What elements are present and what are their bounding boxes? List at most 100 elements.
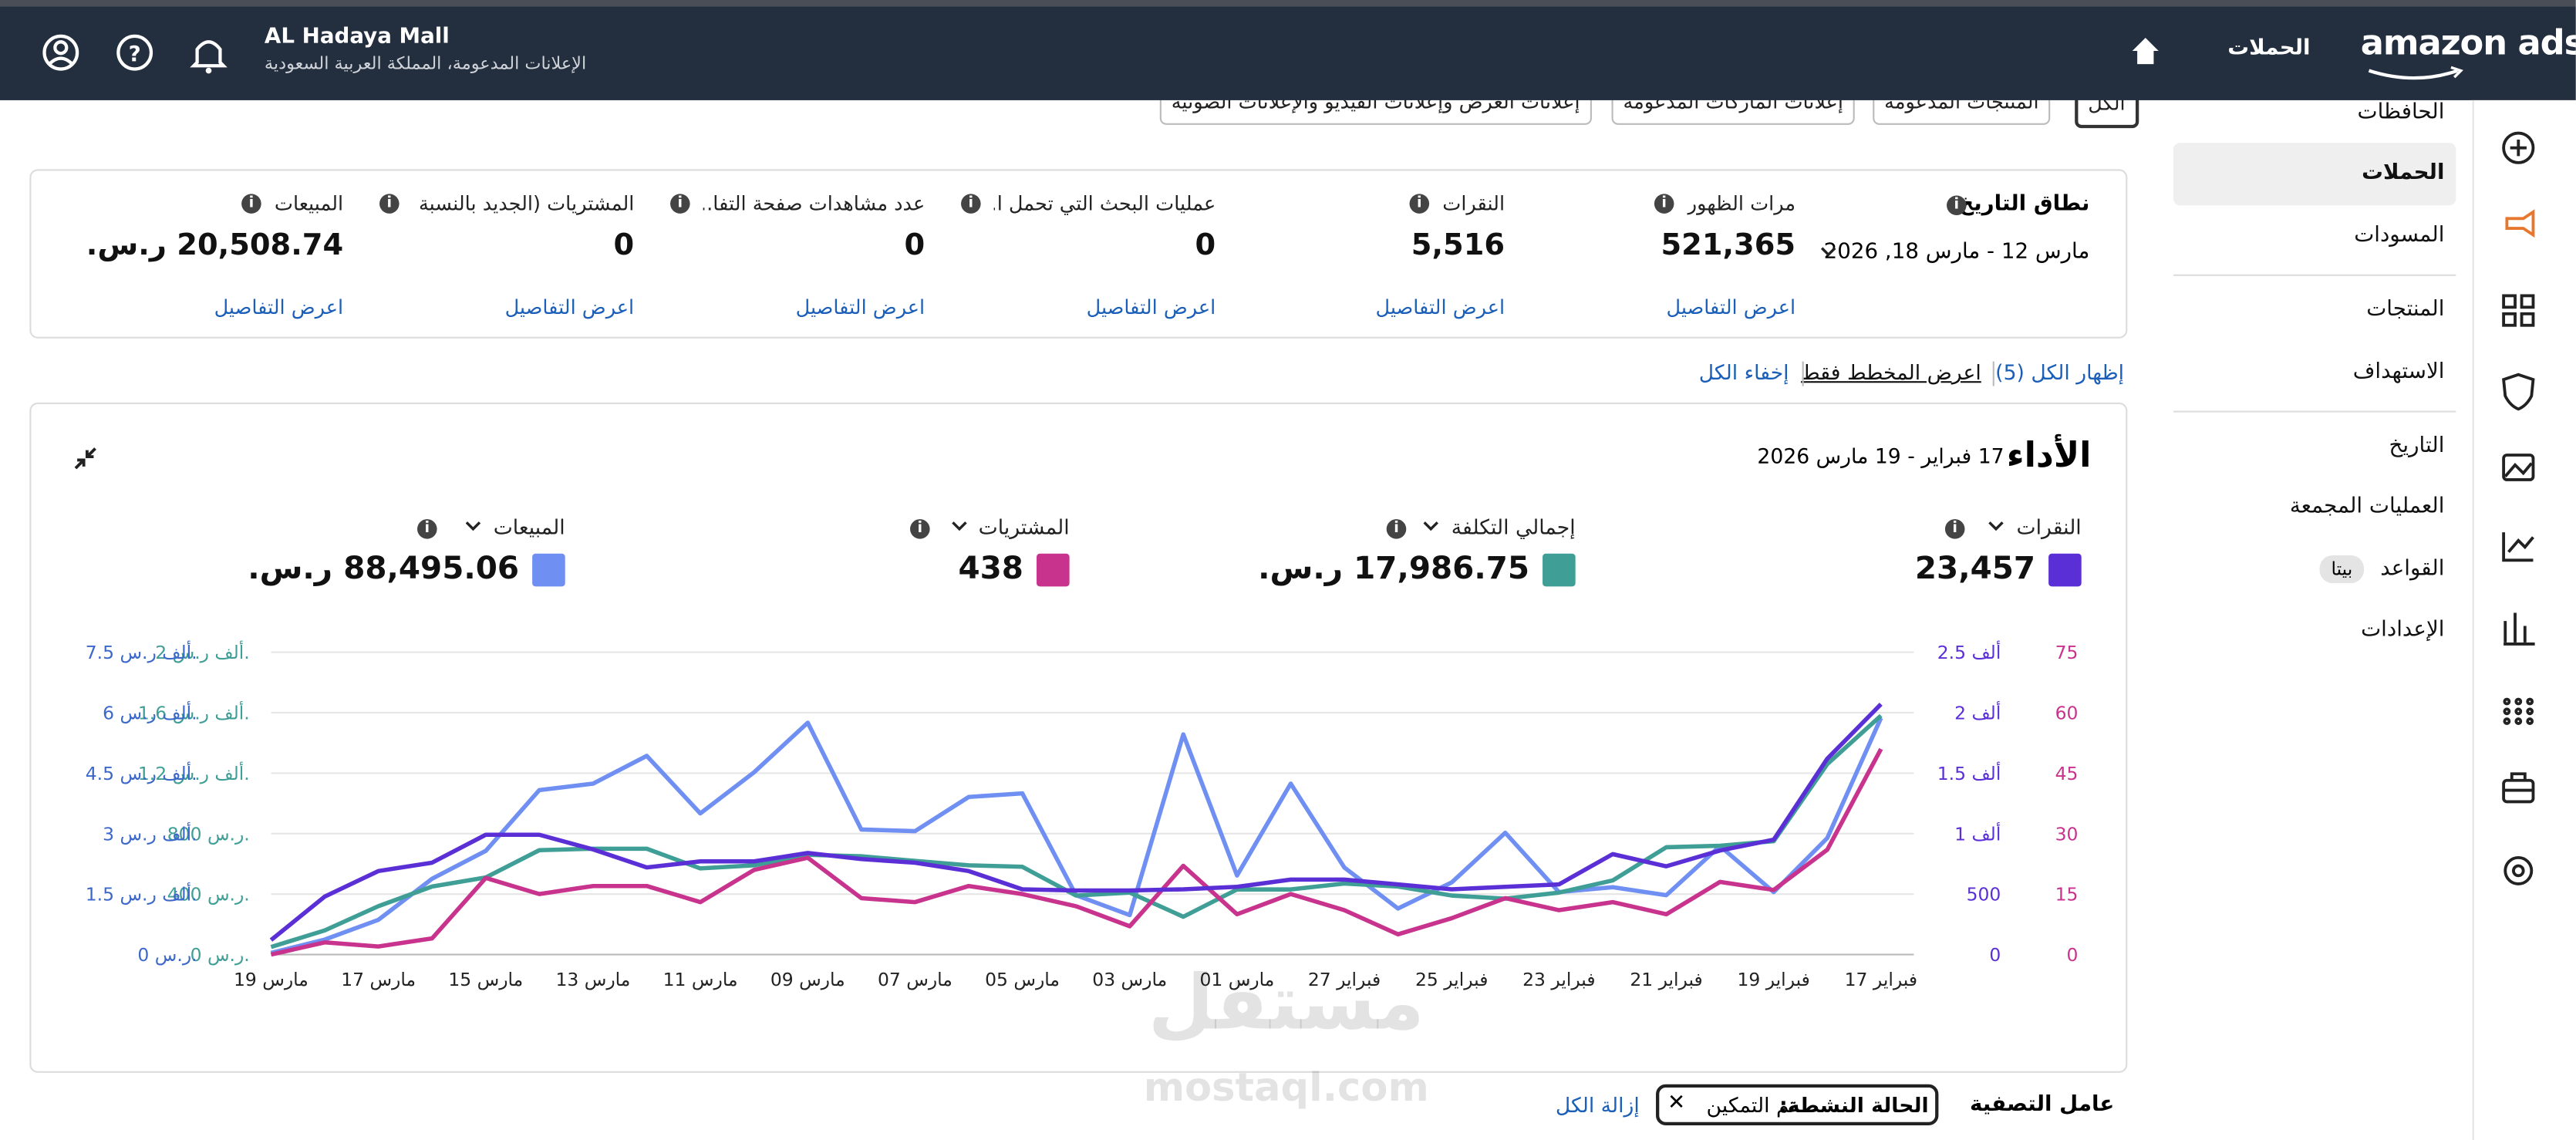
series-label[interactable]: المبيعات (493, 514, 565, 539)
y-tick-label: 30 (2055, 823, 2079, 845)
collapse-icon[interactable] (72, 445, 99, 471)
beta-badge: بيتا (2319, 555, 2365, 584)
y-tick-label: 1.5 ألف (1937, 762, 2001, 784)
info-icon[interactable]: i (1386, 519, 1407, 539)
info-icon[interactable]: i (1654, 194, 1674, 214)
brand[interactable]: amazon ads (2360, 22, 2576, 62)
nav-item[interactable]: الحافظات (2357, 99, 2445, 125)
series-label[interactable]: إجمالي التكلفة (1451, 514, 1576, 539)
metric-link[interactable]: اعرض التفاصيل (504, 295, 635, 319)
metric-link[interactable]: اعرض التفاصيل (1086, 295, 1216, 319)
x-tick-label: مارس 19 (234, 969, 309, 990)
series-line (269, 702, 1883, 942)
series-swatch[interactable] (532, 553, 565, 587)
filter-chip[interactable] (1656, 1084, 1939, 1126)
x-tick-label: مارس 03 (1092, 969, 1167, 990)
info-icon[interactable]: i (670, 194, 690, 214)
series-swatch[interactable] (1543, 553, 1576, 587)
y-tick-label: 6 ألف ر.س. (103, 702, 197, 724)
chevron[interactable] (949, 518, 969, 534)
header-icons: ? (42, 34, 228, 74)
nav-item[interactable]: المسودات (2354, 223, 2445, 248)
series-swatch[interactable] (2048, 553, 2082, 587)
y-tick-label: 3 ألف ر.س. (103, 822, 197, 845)
x-tick-label: فبراير 17 (1845, 969, 1917, 990)
x-tick-label: فبراير 23 (1522, 969, 1595, 990)
y-tick-label: 45 (2055, 763, 2079, 784)
watermark: مستقل (1148, 957, 1425, 1047)
filter-label: عامل التصفية (1969, 1092, 2115, 1118)
info-icon[interactable]: i (910, 519, 930, 539)
series-swatch[interactable] (1037, 553, 1070, 587)
series-label[interactable]: النقرات (2016, 514, 2082, 539)
x-tick-label: مارس 05 (985, 969, 1060, 990)
nav-campaigns[interactable]: الحملات (2227, 35, 2311, 61)
x-tick-label: مارس 07 (878, 969, 953, 990)
chip-value: تم التمكين (1706, 1092, 1796, 1118)
x-tick-label: فبراير 21 (1630, 969, 1702, 990)
chevron[interactable] (1421, 518, 1441, 534)
series-label[interactable]: المشتريات (978, 514, 1070, 539)
info-icon[interactable]: i (1944, 519, 1965, 539)
info-icon[interactable]: i (1947, 195, 1967, 216)
x-tick-label: مارس 17 (341, 969, 416, 990)
y-tick-label: 400 ر.س. (167, 884, 250, 906)
account-name[interactable]: AL Hadaya Mall (264, 24, 450, 49)
metric-value: 521,365 (1661, 228, 1796, 263)
divider (1802, 361, 1804, 386)
chevron[interactable] (1986, 518, 2006, 534)
hide-all[interactable]: إخفاء الكل (1698, 359, 1789, 385)
series-line (270, 747, 1883, 957)
metric-value: 0 (904, 228, 926, 263)
y-tick-label: 1.5 ألف ر.س. (86, 883, 197, 906)
date-range[interactable]: مارس 12 - مارس 18, 2026 (1823, 239, 2090, 265)
metric-value: 0 (613, 228, 635, 263)
info-icon[interactable]: i (241, 194, 261, 214)
divider (2173, 410, 2456, 413)
header: ? AL Hadaya Mall الإعلانات المدعومة، الم… (0, 6, 2576, 100)
metric-label: مرات الظهور (1687, 192, 1796, 216)
nav-item[interactable]: الحملات (2362, 160, 2445, 186)
x-tick-label: فبراير 19 (1737, 969, 1809, 990)
series-total: 23,457 (1914, 550, 2036, 587)
y-tick-label: 0 (2067, 944, 2079, 966)
info-icon[interactable]: i (961, 194, 981, 214)
metric-link[interactable]: اعرض التفاصيل (1375, 295, 1505, 319)
nav-item[interactable]: العمليات المجمعة (2289, 494, 2445, 520)
brand-smile (2368, 66, 2463, 80)
x-tick-label: مارس 13 (556, 969, 631, 990)
info-icon[interactable]: i (1409, 194, 1430, 214)
y-tick-label: 500 (1967, 884, 2001, 906)
series-total: 438 (958, 550, 1023, 587)
chart-only[interactable]: اعرض المخطط فقط (1801, 359, 1981, 385)
nav-item[interactable]: المنتجات (2366, 297, 2445, 322)
y-tick-label: 4.5 ألف ر.س. (86, 762, 197, 784)
clear-all[interactable]: إزالة الكل (1555, 1092, 1640, 1118)
info-icon[interactable]: i (417, 519, 437, 539)
nav-item[interactable]: الإعدادات (2361, 617, 2445, 643)
chevron[interactable] (464, 518, 484, 534)
series-total: 88,495.06 ر.س. (248, 550, 520, 587)
metric-link[interactable]: اعرض التفاصيل (795, 295, 926, 319)
y-tick-label: 1.2 ألف ر.س. (138, 762, 250, 784)
info-icon[interactable]: i (379, 194, 400, 214)
performance-card (29, 402, 2128, 1073)
x-tick-label: مارس 11 (663, 969, 738, 990)
x-tick-label: فبراير 27 (1308, 969, 1381, 990)
nav-item[interactable]: الاستهداف (2352, 359, 2445, 385)
chevron[interactable] (1819, 243, 1839, 259)
nav-item[interactable]: القواعد (2380, 557, 2445, 582)
metric-link[interactable]: اعرض التفاصيل (214, 295, 344, 319)
y-tick-label: 1.6 ألف ر.س. (138, 702, 250, 724)
metric-link[interactable]: اعرض التفاصيل (1666, 295, 1796, 319)
rail-icons (2502, 131, 2535, 885)
chip-remove[interactable]: ✕ (1667, 1091, 1686, 1116)
home-icon[interactable] (2131, 36, 2160, 66)
series-total: 17,986.75 ر.س. (1258, 550, 1530, 587)
nav-item[interactable]: التاريخ (2389, 433, 2445, 459)
watermark: mostaql.com (1143, 1064, 1429, 1111)
x-tick-label: مارس 01 (1199, 969, 1274, 990)
show-all[interactable]: إظهار الكل (5) (1995, 359, 2125, 385)
y-tick-label: 75 (2055, 642, 2079, 663)
